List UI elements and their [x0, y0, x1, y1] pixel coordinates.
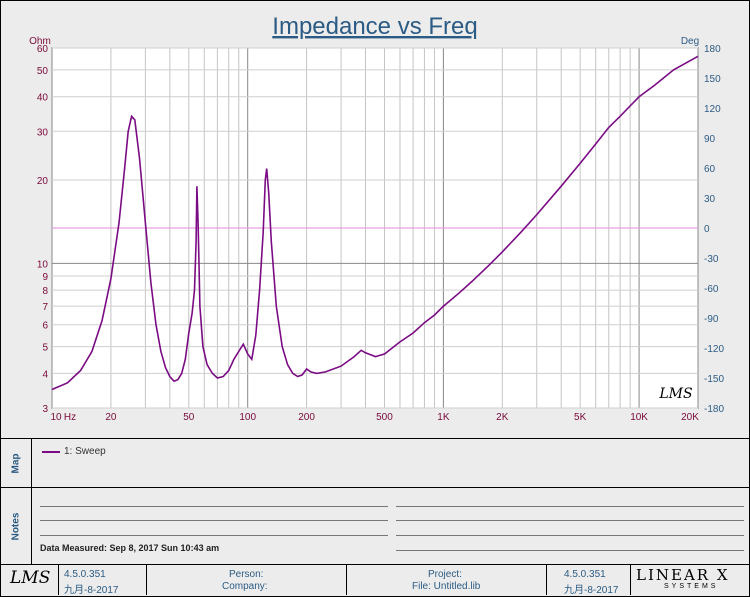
version-left: 4.5.0.351: [64, 569, 106, 580]
footer-divider: [346, 565, 347, 595]
chart-title: Impedance vs Freq: [272, 13, 477, 40]
notes-panel-label: Notes: [1, 488, 32, 564]
divider-notes-top: [1, 487, 749, 488]
x-unit-label: Hz: [64, 412, 76, 423]
person-label: Person:: [229, 569, 264, 580]
y2-tick-label: -30: [704, 254, 719, 265]
y2-tick-label: 120: [704, 104, 721, 115]
left-axis-unit: Ohm: [29, 36, 51, 47]
footer-divider: [58, 565, 59, 595]
y-tick-label: 9: [42, 272, 48, 283]
y-tick-label: 30: [37, 127, 49, 138]
y2-tick-label: 150: [704, 74, 721, 85]
lms-logo: LMS: [10, 568, 51, 588]
divider-map-top: [1, 438, 749, 439]
y-tick-label: 3: [42, 404, 48, 415]
x-tick-label: 10: [50, 412, 62, 423]
y-tick-label: 7: [42, 302, 48, 313]
divider-footer-top: [1, 564, 749, 565]
date-left: 九月-8-2017: [64, 585, 119, 596]
y-tick-label: 50: [37, 66, 49, 77]
right-axis-unit: Deg: [681, 36, 699, 47]
x-tick-label: 200: [298, 412, 315, 423]
y2-tick-label: 30: [704, 194, 716, 205]
lms-watermark: LMS: [658, 386, 692, 402]
notes-line: [40, 535, 388, 536]
map-label-text: Map: [10, 453, 22, 473]
y2-tick-label: -180: [704, 404, 724, 415]
legend-entry[interactable]: 1: Sweep: [42, 446, 106, 457]
legend-label: 1: Sweep: [64, 446, 106, 457]
y-tick-label: 40: [37, 93, 49, 104]
brand-logo: LINEAR X: [636, 566, 730, 584]
map-panel-label: Map: [1, 439, 32, 487]
notes-line: [40, 506, 388, 507]
notes-line: [396, 506, 744, 507]
impedance-curve: [51, 55, 699, 391]
y-tick-label: 60: [37, 44, 49, 55]
legend-swatch: [42, 450, 60, 453]
notes-line: [40, 520, 388, 521]
y2-tick-label: -90: [704, 314, 719, 325]
y2-tick-label: -60: [704, 284, 719, 295]
y-tick-label: 5: [42, 343, 48, 354]
y-tick-label: 6: [42, 321, 48, 332]
x-tick-label: 50: [183, 412, 195, 423]
notes-line: [396, 520, 744, 521]
notes-line: [396, 535, 744, 536]
date-right: 九月-8-2017: [564, 585, 619, 596]
y2-tick-label: 60: [704, 164, 716, 175]
x-tick-label: 500: [376, 412, 393, 423]
y-tick-label: 10: [37, 259, 49, 270]
y-tick-label: 8: [42, 286, 48, 297]
y2-tick-label: 180: [704, 44, 721, 55]
brand-subtitle: SYSTEMS: [664, 583, 719, 590]
footer-divider: [630, 565, 631, 595]
notes-label-text: Notes: [10, 512, 22, 540]
x-tick-label: 20: [105, 412, 117, 423]
footer-divider: [546, 565, 547, 595]
x-tick-label: 5K: [574, 412, 587, 423]
axis-labels: 10 20 50 100 200 500 1K 2K 5K 10K 20KHz34567891020…: [37, 44, 725, 423]
file-label: File: Untitled.lib: [412, 581, 481, 592]
notes-line: [396, 550, 744, 551]
x-tick-label: 10K: [630, 412, 648, 423]
x-tick-label: 2K: [496, 412, 509, 423]
chart-area: Impedance vs Freq Ohm Deg 10 20 50 100 200 50…: [29, 13, 725, 423]
y2-tick-label: -150: [704, 374, 724, 385]
x-tick-label: 100: [239, 412, 256, 423]
version-right: 4.5.0.351: [564, 569, 606, 580]
y-tick-label: 4: [42, 369, 48, 380]
company-label: Company:: [222, 581, 268, 592]
x-tick-label: 1K: [437, 412, 450, 423]
footer-divider: [146, 565, 147, 595]
y2-tick-label: -120: [704, 344, 724, 355]
y2-tick-label: 0: [704, 224, 710, 235]
date-measured: Data Measured: Sep 8, 2017 Sun 10:43 am: [40, 543, 220, 553]
y-tick-label: 20: [37, 176, 49, 187]
x-tick-label: 20K: [681, 412, 699, 423]
project-label: Project:: [428, 569, 462, 580]
y2-tick-label: 90: [704, 134, 716, 145]
